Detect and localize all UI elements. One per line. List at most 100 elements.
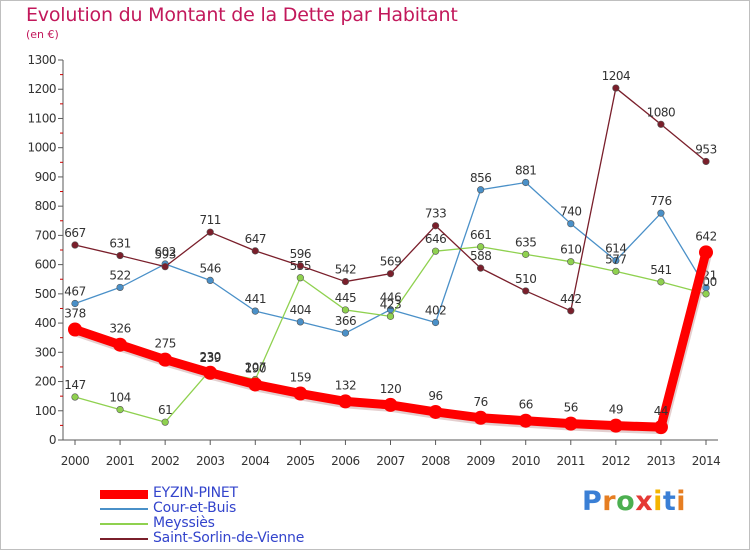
brand-letter: o <box>616 486 636 517</box>
data-label-eyzin-pinet: 275 <box>154 337 175 351</box>
data-point-meyssies <box>431 247 440 255</box>
legend-item-cour-et-buis[interactable]: Cour-et-Buis <box>100 500 430 516</box>
legend-label-cour-et-buis: Cour-et-Buis <box>153 500 237 516</box>
data-label-cour-et-buis: 856 <box>470 171 491 185</box>
data-label-eyzin-pinet: 120 <box>380 382 401 396</box>
data-label-cour-et-buis: 740 <box>560 205 581 219</box>
data-point-saint-sorlin-de-vienne <box>567 307 575 315</box>
data-label-eyzin-pinet: 44 <box>654 404 668 418</box>
data-point-eyzin-pinet <box>608 418 623 433</box>
data-label-cour-et-buis: 404 <box>290 303 311 317</box>
data-point-cour-et-buis <box>477 186 485 194</box>
data-point-meyssies <box>386 312 395 320</box>
legend-label-meyssies: Meyssiès <box>153 515 215 531</box>
brand-letter: r <box>602 486 617 517</box>
x-tick-label: 2004 <box>241 454 270 468</box>
data-point-cour-et-buis <box>296 318 304 326</box>
data-label-meyssies: 445 <box>335 291 356 305</box>
x-tick-label: 2012 <box>602 454 631 468</box>
data-point-meyssies <box>161 418 169 426</box>
data-point-meyssies <box>341 306 350 314</box>
data-point-eyzin-pinet <box>653 420 668 435</box>
data-point-meyssies <box>522 250 530 258</box>
data-label-saint-sorlin-de-vienne: 510 <box>515 272 536 286</box>
x-tick-label: 2006 <box>331 454 360 468</box>
brand-letter: P <box>582 486 603 517</box>
data-point-eyzin-pinet <box>518 413 533 428</box>
line-chart: 0 100 200 300 400 500 600 700 800 900 1000 1100 1200… <box>27 53 721 468</box>
legend-item-eyzin-pinet[interactable]: EYZIN-PINET <box>100 485 430 501</box>
x-tick-label: 2008 <box>421 454 450 468</box>
data-label-cour-et-buis: 402 <box>425 303 446 317</box>
brand-letter: x <box>635 486 654 517</box>
data-point-saint-sorlin-de-vienne <box>206 228 214 236</box>
data-point-eyzin-pinet <box>248 377 263 392</box>
data-label-cour-et-buis: 366 <box>335 314 356 328</box>
data-label-saint-sorlin-de-vienne: 953 <box>695 142 716 156</box>
y-tick-label: 0 <box>49 433 56 447</box>
legend-item-meyssies[interactable]: Meyssiès <box>100 515 430 531</box>
y-tick-label: 1300 <box>27 53 56 67</box>
data-label-eyzin-pinet: 66 <box>519 398 533 412</box>
data-point-eyzin-pinet <box>338 394 353 409</box>
data-label-saint-sorlin-de-vienne: 631 <box>109 237 130 251</box>
data-label-meyssies: 661 <box>470 228 491 242</box>
data-point-saint-sorlin-de-vienne <box>431 222 440 230</box>
data-label-eyzin-pinet: 49 <box>609 403 623 417</box>
data-label-meyssies: 577 <box>605 252 626 266</box>
data-point-saint-sorlin-de-vienne <box>612 84 620 92</box>
y-tick-label: 900 <box>35 170 56 184</box>
data-point-saint-sorlin-de-vienne <box>161 263 169 271</box>
data-point-saint-sorlin-de-vienne <box>477 264 485 272</box>
y-tick-label: 100 <box>35 404 56 418</box>
data-label-saint-sorlin-de-vienne: 542 <box>335 263 356 277</box>
data-point-meyssies <box>477 243 485 251</box>
y-tick-label: 500 <box>35 287 56 301</box>
data-point-meyssies <box>702 290 710 298</box>
data-label-meyssies: 104 <box>109 391 130 405</box>
y-tick-label: 700 <box>35 228 56 242</box>
data-label-eyzin-pinet: 96 <box>428 389 442 403</box>
data-point-saint-sorlin-de-vienne <box>522 287 530 295</box>
series-line-saint-sorlin-de-vienne <box>74 87 707 312</box>
data-label-eyzin-pinet: 76 <box>474 395 488 409</box>
x-tick-label: 2011 <box>557 454 586 468</box>
data-point-eyzin-pinet <box>158 352 173 367</box>
data-point-meyssies <box>116 406 124 414</box>
data-point-saint-sorlin-de-vienne <box>657 120 665 128</box>
brand-letter: i <box>676 486 687 517</box>
y-tick-label: 800 <box>35 199 56 213</box>
data-label-eyzin-pinet: 132 <box>335 378 356 392</box>
data-label-meyssies: 147 <box>64 378 85 392</box>
data-label-eyzin-pinet: 190 <box>245 361 266 375</box>
data-point-saint-sorlin-de-vienne <box>71 241 79 249</box>
y-tick-label: 200 <box>35 375 56 389</box>
data-point-eyzin-pinet <box>473 410 488 425</box>
data-label-saint-sorlin-de-vienne: 596 <box>290 247 311 261</box>
x-tick-label: 2005 <box>286 454 315 468</box>
data-label-saint-sorlin-de-vienne: 647 <box>245 232 266 246</box>
legend-swatch-saint-sorlin-de-vienne <box>100 538 148 540</box>
data-label-cour-et-buis: 446 <box>380 291 401 305</box>
data-label-meyssies: 646 <box>425 232 446 246</box>
x-tick-label: 2014 <box>692 454 721 468</box>
data-point-cour-et-buis <box>251 307 259 315</box>
data-label-meyssies: 61 <box>158 403 172 417</box>
data-point-eyzin-pinet <box>293 386 308 401</box>
legend: EYZIN-PINET Cour-et-Buis Meyssiès Saint-… <box>100 485 430 546</box>
data-label-saint-sorlin-de-vienne: 711 <box>200 213 221 227</box>
data-point-cour-et-buis <box>612 256 620 265</box>
legend-item-saint-sorlin-de-vienne[interactable]: Saint-Sorlin-de-Vienne <box>100 530 430 546</box>
x-tick-label: 2009 <box>466 454 495 468</box>
data-point-meyssies <box>567 258 575 266</box>
data-point-eyzin-pinet <box>563 416 578 431</box>
proxiti-logo[interactable]: Proxiti <box>582 486 686 517</box>
data-label-cour-et-buis: 614 <box>605 242 626 256</box>
data-label-meyssies: 239 <box>200 351 221 365</box>
data-label-saint-sorlin-de-vienne: 569 <box>380 255 401 269</box>
data-point-saint-sorlin-de-vienne <box>296 262 304 270</box>
data-label-eyzin-pinet: 378 <box>64 307 85 321</box>
data-point-eyzin-pinet <box>699 245 713 260</box>
data-point-cour-et-buis <box>567 220 575 228</box>
